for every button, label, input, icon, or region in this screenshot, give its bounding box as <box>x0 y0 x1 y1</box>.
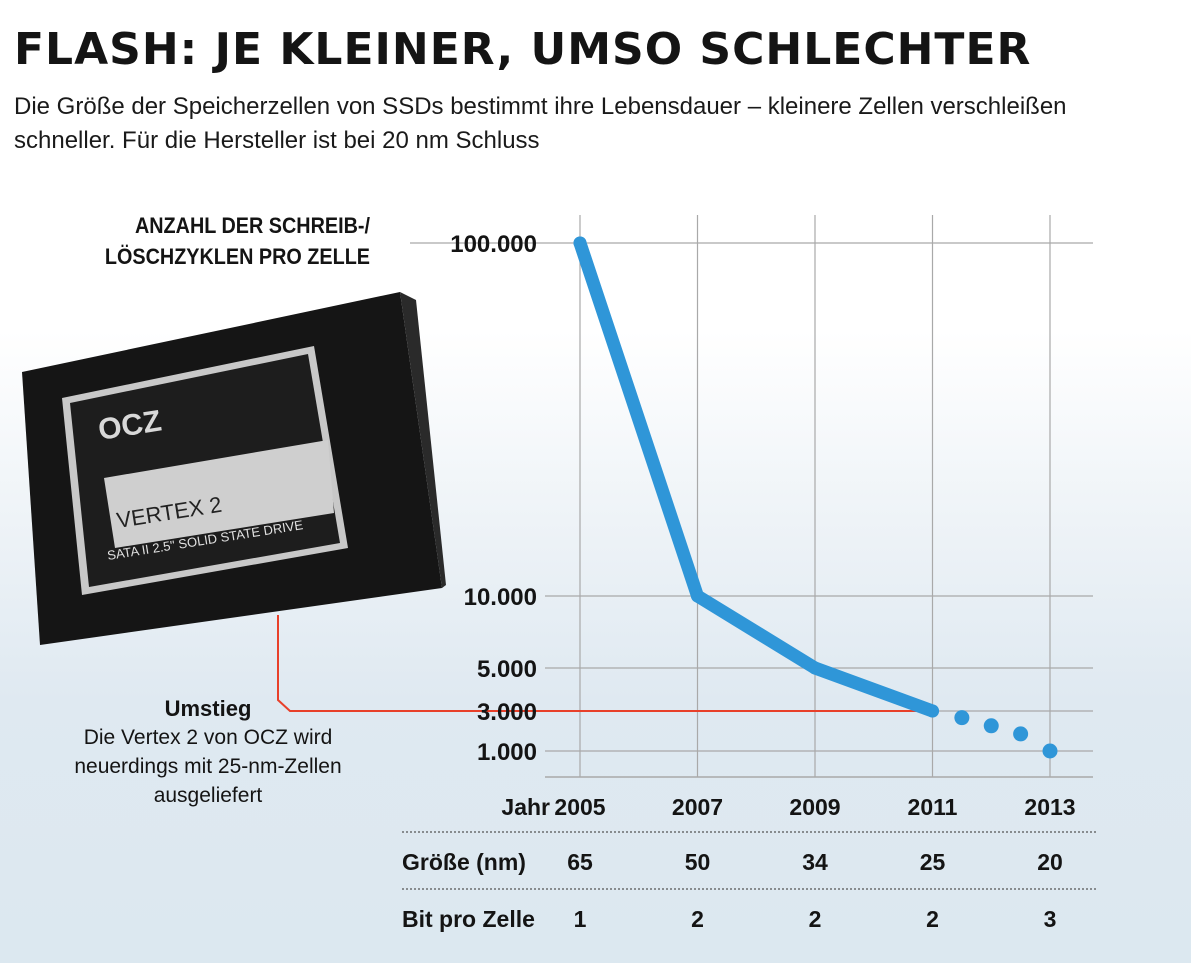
table-cell: 65 <box>567 849 593 875</box>
x-axis-label: Jahr <box>501 794 550 820</box>
y-tick-label: 1.000 <box>477 739 537 766</box>
x-tick-label: 2013 <box>1024 794 1075 820</box>
projection-dot <box>1013 726 1029 742</box>
y-tick-label: 5.000 <box>477 656 537 683</box>
data-point <box>808 661 822 675</box>
projection-dot <box>983 718 999 734</box>
lead-paragraph: Die Größe der Speicherzellen von SSDs be… <box>14 93 1067 154</box>
table-cell: 50 <box>685 849 711 875</box>
table-cell: 34 <box>802 849 828 875</box>
y-tick-label: 100.000 <box>450 231 537 258</box>
headline: FLASH: JE KLEINER, UMSO SCHLECHTER <box>14 24 1032 75</box>
table-cell: 20 <box>1037 849 1063 875</box>
table-cell: 25 <box>920 849 946 875</box>
annotation-umstieg: Umstieg Die Vertex 2 von OCZ wird neuerd… <box>48 694 368 810</box>
projection-dot <box>954 710 970 726</box>
annotation-text: Die Vertex 2 von OCZ wird neuerdings mit… <box>74 726 342 807</box>
data-point <box>691 589 704 603</box>
x-axis-labels: Jahr 2005 2007 2009 2011 2013 <box>501 794 1075 820</box>
x-tick-label: 2007 <box>672 794 723 820</box>
chart-grid <box>410 215 1093 778</box>
umstieg-callout <box>277 615 933 712</box>
x-tick-label: 2005 <box>554 794 605 820</box>
y-axis-title: ANZAHL DER SCHREIB-/ LÖSCHZYKLEN PRO ZEL… <box>104 213 371 269</box>
table-row-label: Größe (nm) <box>402 849 526 875</box>
series-line <box>573 236 939 718</box>
y-axis-labels: 100.000 10.000 5.000 3.000 1.000 <box>450 231 537 766</box>
annotation-title: Umstieg <box>164 696 252 721</box>
x-tick-label: 2011 <box>908 794 958 820</box>
projection-dot <box>1042 743 1058 759</box>
data-table: Größe (nm) 65 50 34 25 20 Bit pro Zelle 1 2 2 2 3 <box>402 831 1098 932</box>
y-tick-label: 10.000 <box>464 584 537 611</box>
table-cell: 2 <box>691 906 704 932</box>
y-tick-label: 3.000 <box>477 699 537 726</box>
callout-line <box>277 615 933 712</box>
table-cell: 3 <box>1044 906 1057 932</box>
ssd-product-image: OCZ VERTEX 2 SATA II 2.5" SOLID STATE DR… <box>22 292 446 645</box>
table-cell: 1 <box>574 906 587 932</box>
data-point <box>573 236 587 250</box>
table-row-label: Bit pro Zelle <box>402 906 535 932</box>
table-cell: 2 <box>926 906 939 932</box>
table-cell: 2 <box>809 906 822 932</box>
chart-series <box>573 236 1058 759</box>
data-point <box>926 704 939 718</box>
x-tick-label: 2009 <box>789 794 840 820</box>
